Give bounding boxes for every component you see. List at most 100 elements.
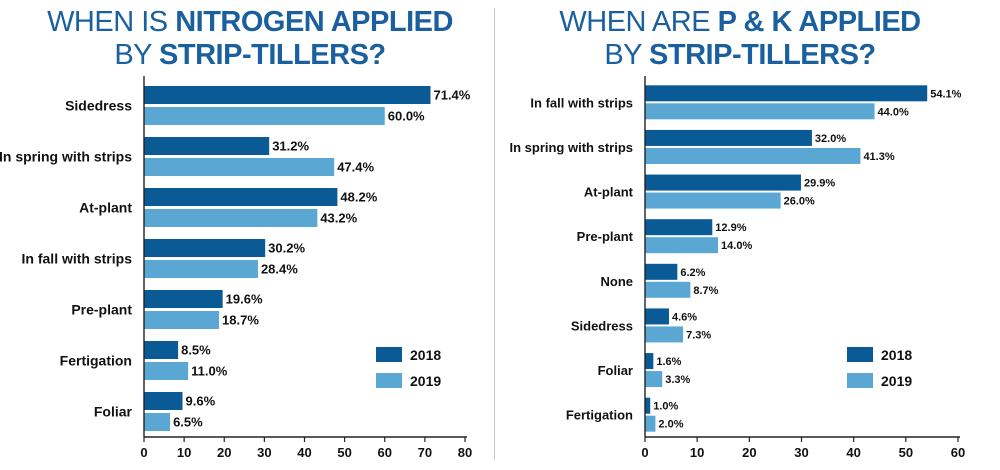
pk-bar-2018 xyxy=(645,219,713,236)
nitrogen-bar-2018 xyxy=(144,86,431,104)
nitrogen-x-tick-label: 20 xyxy=(217,445,231,460)
nitrogen-bar-2018 xyxy=(144,137,270,155)
nitrogen-legend-label: 2018 xyxy=(410,347,441,363)
nitrogen-legend-swatch-2019 xyxy=(376,373,402,388)
pk-bar-2018 xyxy=(645,129,812,146)
pk-data-label: 26.0% xyxy=(784,196,815,208)
pk-category-label: At-plant xyxy=(584,185,634,200)
nitrogen-bar-2018 xyxy=(144,239,266,257)
pk-category-label: In fall with strips xyxy=(530,95,633,110)
nitrogen-x-tick-label: 60 xyxy=(378,445,392,460)
pk-bar-2018 xyxy=(645,353,654,370)
pk-category-label: None xyxy=(601,274,634,289)
pk-bar-2019 xyxy=(645,281,691,298)
nitrogen-data-label: 6.5% xyxy=(173,415,203,430)
pk-data-label: 2.0% xyxy=(658,419,683,431)
nitrogen-data-label: 31.2% xyxy=(272,139,309,154)
pk-data-label: 44.0% xyxy=(878,106,909,118)
pk-bar-2019 xyxy=(645,326,684,343)
pk-data-label: 1.0% xyxy=(653,401,678,413)
pk-x-tick-label: 10 xyxy=(690,445,704,460)
nitrogen-x-tick-label: 80 xyxy=(458,445,472,460)
nitrogen-legend-swatch-2018 xyxy=(376,347,402,362)
nitrogen-x-tick-label: 10 xyxy=(177,445,191,460)
nitrogen-bar-2018 xyxy=(144,392,183,410)
pk-data-label: 41.3% xyxy=(863,151,894,163)
nitrogen-data-label: 8.5% xyxy=(181,343,211,358)
pk-data-label: 54.1% xyxy=(930,88,961,100)
pk-bar-2019 xyxy=(645,147,861,164)
pk-bar-2019 xyxy=(645,192,781,209)
pk-category-label: Pre-plant xyxy=(577,229,634,244)
pk-title-line1: WHEN ARE P & K APPLIED xyxy=(559,6,921,38)
nitrogen-bar-2018 xyxy=(144,341,179,359)
pk-bar-2019 xyxy=(645,415,656,432)
nitrogen-x-tick-label: 30 xyxy=(257,445,271,460)
pk-bar-2018 xyxy=(645,85,928,102)
pk-data-label: 32.0% xyxy=(815,133,846,145)
nitrogen-data-label: 9.6% xyxy=(186,394,216,409)
nitrogen-x-tick-label: 0 xyxy=(140,445,147,460)
pk-bar-2019 xyxy=(645,237,719,254)
pk-bar-2018 xyxy=(645,397,651,414)
pk-category-label: Sidedress xyxy=(571,318,633,333)
pk-data-label: 6.2% xyxy=(680,267,705,279)
nitrogen-data-label: 30.2% xyxy=(268,241,305,256)
pk-legend-label: 2018 xyxy=(881,347,912,363)
pk-data-label: 8.7% xyxy=(693,285,718,297)
pk-legend-label: 2019 xyxy=(881,373,912,389)
nitrogen-data-label: 48.2% xyxy=(340,190,377,205)
nitrogen-bar-2018 xyxy=(144,290,223,308)
nitrogen-bar-2019 xyxy=(144,362,189,380)
nitrogen-title-line2: BY STRIP-TILLERS? xyxy=(114,39,386,71)
nitrogen-data-label: 19.6% xyxy=(226,292,263,307)
nitrogen-bar-2019 xyxy=(144,311,220,329)
nitrogen-data-label: 60.0% xyxy=(388,109,425,124)
nitrogen-x-tick-label: 40 xyxy=(297,445,311,460)
pk-bar-2018 xyxy=(645,308,669,325)
pk-x-tick-label: 40 xyxy=(846,445,860,460)
nitrogen-bar-2019 xyxy=(144,413,171,431)
nitrogen-bar-2019 xyxy=(144,158,335,176)
pk-bar-2018 xyxy=(645,263,678,280)
nitrogen-data-label: 47.4% xyxy=(337,160,374,175)
pk-title-line2: BY STRIP-TILLERS? xyxy=(604,39,876,71)
nitrogen-data-label: 43.2% xyxy=(320,211,357,226)
nitrogen-legend-label: 2019 xyxy=(410,373,441,389)
nitrogen-chart-title: WHEN IS NITROGEN APPLIED BY STRIP-TILLER… xyxy=(40,6,460,72)
nitrogen-category-label: In spring with strips xyxy=(0,149,132,165)
pk-data-label: 14.0% xyxy=(721,240,752,252)
pk-x-tick-label: 30 xyxy=(794,445,808,460)
nitrogen-category-label: In fall with strips xyxy=(22,251,133,267)
pk-data-label: 29.9% xyxy=(804,178,835,190)
pk-category-label: Fertigation xyxy=(566,408,633,423)
nitrogen-category-label: Sidedress xyxy=(65,98,132,114)
pk-data-label: 7.3% xyxy=(686,329,711,341)
nitrogen-category-label: Fertigation xyxy=(60,353,132,369)
pk-legend-swatch-2018 xyxy=(847,347,873,362)
nitrogen-data-label: 18.7% xyxy=(222,313,259,328)
nitrogen-title-line1: WHEN IS NITROGEN APPLIED xyxy=(47,6,453,38)
pk-x-tick-label: 50 xyxy=(899,445,913,460)
pk-bar-2019 xyxy=(645,103,875,120)
chart-divider xyxy=(494,8,495,460)
pk-category-label: In spring with strips xyxy=(509,140,633,155)
pk-x-tick-label: 0 xyxy=(641,445,648,460)
nitrogen-x-tick-label: 70 xyxy=(418,445,432,460)
nitrogen-bar-2019 xyxy=(144,107,385,125)
nitrogen-x-tick-label: 50 xyxy=(337,445,351,460)
nitrogen-bar-2019 xyxy=(144,209,318,227)
pk-bar-chart: In fall with strips 54.1% 44.0% In spring w… xyxy=(509,76,965,460)
nitrogen-data-label: 11.0% xyxy=(191,364,228,379)
pk-category-label: Foliar xyxy=(598,363,633,378)
nitrogen-bar-chart: Sidedress 71.4% 60.0% In spring with strips… xyxy=(0,76,472,460)
pk-data-label: 12.9% xyxy=(715,222,746,234)
pk-chart-title: WHEN ARE P & K APPLIED BY STRIP-TILLERS? xyxy=(530,6,950,72)
nitrogen-data-label: 28.4% xyxy=(261,262,298,277)
nitrogen-bar-2018 xyxy=(144,188,338,206)
pk-data-label: 3.3% xyxy=(665,374,690,386)
pk-data-label: 4.6% xyxy=(672,311,697,323)
pk-x-tick-label: 20 xyxy=(742,445,756,460)
pk-bar-2018 xyxy=(645,174,801,191)
nitrogen-bar-2019 xyxy=(144,260,258,278)
